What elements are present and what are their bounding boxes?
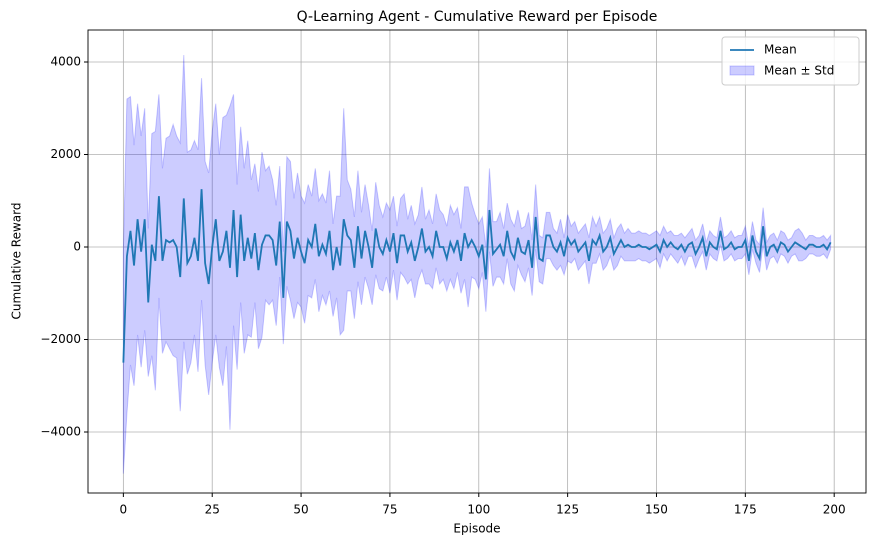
x-axis-label: Episode — [453, 522, 500, 536]
y-tick-label: −4000 — [40, 424, 81, 438]
x-tick-label: 50 — [293, 503, 308, 517]
x-tick-label: 100 — [467, 503, 490, 517]
x-tick-label: 0 — [120, 503, 128, 517]
y-tick-label: 4000 — [50, 55, 81, 69]
legend-label: Mean — [764, 43, 797, 57]
y-tick-label: −2000 — [40, 332, 81, 346]
y-tick-label: 0 — [73, 240, 81, 254]
y-axis-label: Cumulative Reward — [10, 203, 24, 320]
legend-label: Mean ± Std — [764, 64, 834, 78]
legend-patch — [729, 65, 755, 76]
chart-title: Q-Learning Agent - Cumulative Reward per… — [297, 9, 658, 25]
plot-frame — [87, 29, 867, 494]
x-tick-label: 150 — [645, 503, 668, 517]
x-tick-label: 75 — [382, 503, 397, 517]
x-tick-label: 175 — [734, 503, 757, 517]
x-tick-label: 25 — [205, 503, 220, 517]
std-band — [122, 55, 832, 474]
x-tick-label: 125 — [556, 503, 579, 517]
mean-line — [122, 189, 832, 363]
x-tick-label: 200 — [823, 503, 846, 517]
y-tick-label: 2000 — [50, 147, 81, 161]
legend-box — [721, 36, 860, 86]
